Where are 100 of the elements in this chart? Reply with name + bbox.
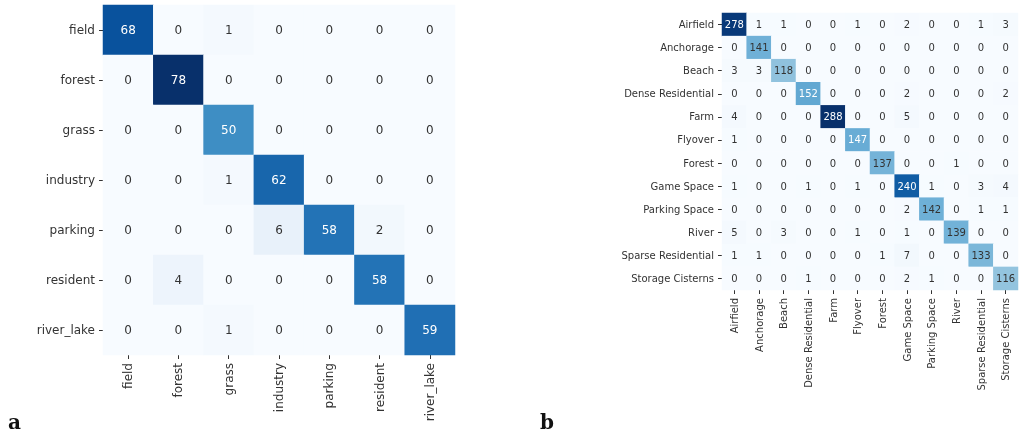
data-label: 7 bbox=[903, 249, 911, 261]
y-tick-label: Farm bbox=[689, 111, 714, 123]
data-label: 0 bbox=[977, 111, 985, 123]
y-tick-label: industry bbox=[45, 173, 95, 187]
data-label: 50 bbox=[221, 123, 237, 137]
y-tick-label: Storage Cisterns bbox=[631, 272, 714, 284]
text: a bbox=[8, 410, 21, 434]
data-label: 1 bbox=[928, 272, 935, 284]
data-label: 0 bbox=[755, 180, 763, 192]
x-tick-label: Flyover bbox=[852, 297, 864, 335]
data-label: 0 bbox=[928, 19, 935, 31]
data-label: 0 bbox=[854, 272, 861, 284]
data-label: 0 bbox=[1002, 157, 1009, 169]
data-label: 0 bbox=[953, 88, 960, 100]
data-label: 58 bbox=[321, 223, 337, 237]
x-tick-label: industry bbox=[272, 363, 286, 413]
data-label: 0 bbox=[977, 226, 985, 238]
y-tick-label: forest bbox=[60, 73, 96, 87]
data-label: 0 bbox=[780, 249, 787, 261]
x-tick-label: Anchorage bbox=[753, 298, 765, 352]
data-label: 0 bbox=[375, 173, 384, 187]
data-label: 0 bbox=[780, 42, 787, 54]
data-label: 0 bbox=[977, 42, 985, 54]
data-label: 0 bbox=[928, 134, 935, 146]
data-label: 0 bbox=[854, 111, 861, 123]
data-label: 139 bbox=[946, 226, 966, 238]
data-label: 5 bbox=[903, 111, 911, 123]
data-label: 4 bbox=[174, 273, 183, 287]
data-label: 0 bbox=[953, 111, 960, 123]
y-tick-label: Beach bbox=[683, 65, 714, 77]
data-label: 0 bbox=[879, 203, 886, 215]
data-label: 0 bbox=[928, 157, 935, 169]
data-label: 0 bbox=[325, 123, 334, 137]
data-label: 0 bbox=[124, 323, 132, 337]
data-label: 0 bbox=[953, 19, 960, 31]
data-label: 0 bbox=[829, 65, 837, 77]
data-label: 0 bbox=[879, 226, 886, 238]
data-label: 0 bbox=[879, 180, 886, 192]
data-label: 0 bbox=[275, 73, 283, 87]
data-label: 0 bbox=[124, 173, 132, 187]
data-label: 0 bbox=[805, 249, 812, 261]
y-tick-label: Dense Residential bbox=[624, 88, 714, 100]
y-tick-label: parking bbox=[49, 223, 95, 237]
x-tick-label: River bbox=[950, 297, 962, 324]
data-label: 133 bbox=[971, 249, 991, 261]
data-label: 0 bbox=[1002, 42, 1009, 54]
data-label: 1 bbox=[977, 203, 985, 215]
data-label: 0 bbox=[275, 123, 283, 137]
data-label: 0 bbox=[426, 173, 434, 187]
x-tick-label: resident bbox=[372, 362, 387, 412]
data-label: 0 bbox=[977, 157, 985, 169]
data-label: 0 bbox=[375, 123, 384, 137]
data-label: 141 bbox=[749, 42, 769, 54]
data-label: 2 bbox=[903, 272, 911, 284]
data-label: 0 bbox=[780, 272, 787, 284]
y-tick-label: Parking Space bbox=[643, 203, 714, 215]
x-tick-label: Game Space bbox=[901, 298, 913, 362]
data-label: 152 bbox=[798, 88, 818, 100]
data-label: 0 bbox=[1002, 134, 1009, 146]
data-label: 3 bbox=[977, 180, 985, 192]
data-label: 0 bbox=[426, 23, 434, 37]
data-label: 0 bbox=[903, 65, 911, 77]
x-tick-label: Storage Cisterns bbox=[1000, 298, 1012, 381]
x-tick-label: Airfield bbox=[728, 298, 740, 334]
data-label: 0 bbox=[879, 88, 886, 100]
x-tick-label: Forest bbox=[876, 297, 888, 329]
data-label: 0 bbox=[805, 226, 812, 238]
data-label: 0 bbox=[829, 42, 837, 54]
data-label: 1 bbox=[780, 19, 787, 31]
x-tick-label: field bbox=[121, 363, 136, 389]
text: b bbox=[540, 410, 554, 434]
data-label: 0 bbox=[731, 88, 738, 100]
data-label: 0 bbox=[879, 65, 886, 77]
data-label: 1 bbox=[731, 180, 738, 192]
x-tick-label: Sparse Residential bbox=[975, 298, 987, 391]
data-label: 4 bbox=[1002, 180, 1009, 192]
data-label: 2 bbox=[903, 203, 911, 215]
data-label: 0 bbox=[755, 88, 763, 100]
y-tick-label: Flyover bbox=[677, 134, 715, 146]
data-label: 1 bbox=[854, 226, 861, 238]
data-label: 1 bbox=[755, 19, 763, 31]
data-label: 0 bbox=[829, 249, 837, 261]
data-label: 78 bbox=[170, 73, 187, 87]
data-label: 0 bbox=[426, 123, 434, 137]
data-label: 0 bbox=[928, 226, 935, 238]
data-label: 0 bbox=[829, 226, 837, 238]
data-label: 0 bbox=[928, 65, 935, 77]
data-label: 4 bbox=[731, 111, 738, 123]
data-label: 0 bbox=[780, 180, 787, 192]
data-label: 0 bbox=[829, 203, 837, 215]
data-label: 0 bbox=[755, 157, 763, 169]
data-label: 0 bbox=[375, 323, 384, 337]
data-label: 0 bbox=[829, 272, 837, 284]
data-label: 0 bbox=[124, 273, 132, 287]
data-label: 0 bbox=[780, 134, 787, 146]
data-label: 0 bbox=[224, 73, 233, 87]
data-label: 116 bbox=[996, 272, 1016, 284]
x-tick-label: grass bbox=[221, 363, 236, 396]
data-label: 1 bbox=[854, 180, 861, 192]
data-label: 0 bbox=[854, 88, 861, 100]
